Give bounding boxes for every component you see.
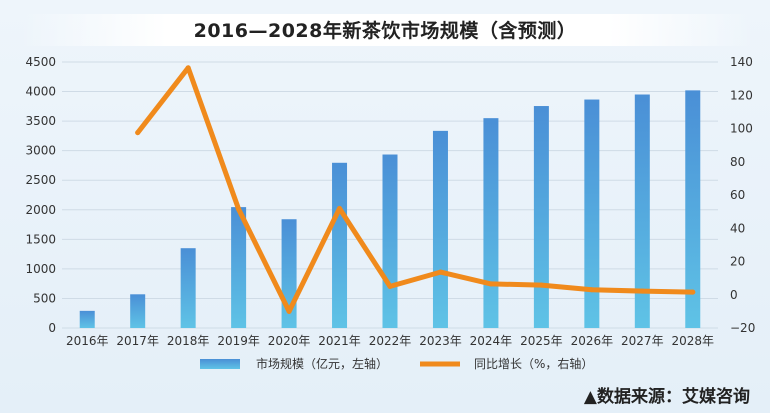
bar [533,106,549,328]
x-tick-label: 2020年 [268,334,311,348]
source-note: ▲数据来源：艾媒咨询 [583,387,750,407]
line-point [185,65,191,71]
bar [130,294,146,328]
bar [634,94,650,328]
legend-bar-swatch [200,359,240,369]
x-tick-label: 2026年 [571,334,614,348]
left-tick-label: 500 [33,291,56,305]
right-tick-label: −20 [730,321,755,335]
right-tick-label: 0 [730,288,738,302]
x-tick-label: 2021年 [318,334,361,348]
x-tick-label: 2017年 [116,334,159,348]
right-tick-label: 100 [730,122,753,136]
title-background [20,14,754,46]
chart-title: 2016—2028年新茶饮市场规模（含预测） [193,20,577,42]
right-tick-label: 40 [730,221,745,235]
left-tick-label: 4500 [25,55,56,69]
line-point [286,308,292,314]
bar [382,154,398,328]
x-tick-label: 2022年 [369,334,412,348]
bar [483,118,499,329]
x-tick-label: 2027年 [621,334,664,348]
line-point [589,287,595,293]
bar [584,99,600,328]
right-tick-label: 20 [730,255,745,269]
right-tick-label: 60 [730,188,745,202]
line-point [387,283,393,289]
x-tick-label: 2028年 [671,334,714,348]
x-tick-label: 2024年 [470,334,513,348]
legend-bar-label: 市场规模（亿元，左轴） [256,356,388,371]
left-tick-label: 1500 [25,232,56,246]
left-tick-label: 3500 [25,114,56,128]
left-tick-label: 4000 [25,85,56,99]
line-point [538,282,544,288]
line-point [135,130,141,136]
bar [180,248,196,328]
x-tick-label: 2016年 [66,334,109,348]
growth-line [135,65,696,314]
bar [332,162,348,328]
left-tick-label: 0 [48,321,56,335]
line-point [639,288,645,294]
right-tick-label: 120 [730,88,753,102]
bar [231,207,247,328]
line-point [690,289,696,295]
bar [432,130,448,328]
line-point [337,205,343,211]
bar [685,90,701,328]
line-point [488,281,494,287]
legend-line-label: 同比增长（%，右轴） [474,356,593,371]
x-tick-label: 2025年 [520,334,563,348]
left-tick-label: 3000 [25,144,56,158]
line-point [236,206,242,212]
line-point [437,269,443,275]
x-tick-label: 2023年 [419,334,462,348]
right-tick-label: 80 [730,155,745,169]
x-tick-label: 2019年 [217,334,260,348]
left-tick-label: 1000 [25,262,56,276]
left-tick-label: 2000 [25,203,56,217]
x-tick-label: 2018年 [167,334,210,348]
bar [79,310,95,328]
right-tick-label: 140 [730,55,753,69]
left-tick-label: 2500 [25,173,56,187]
